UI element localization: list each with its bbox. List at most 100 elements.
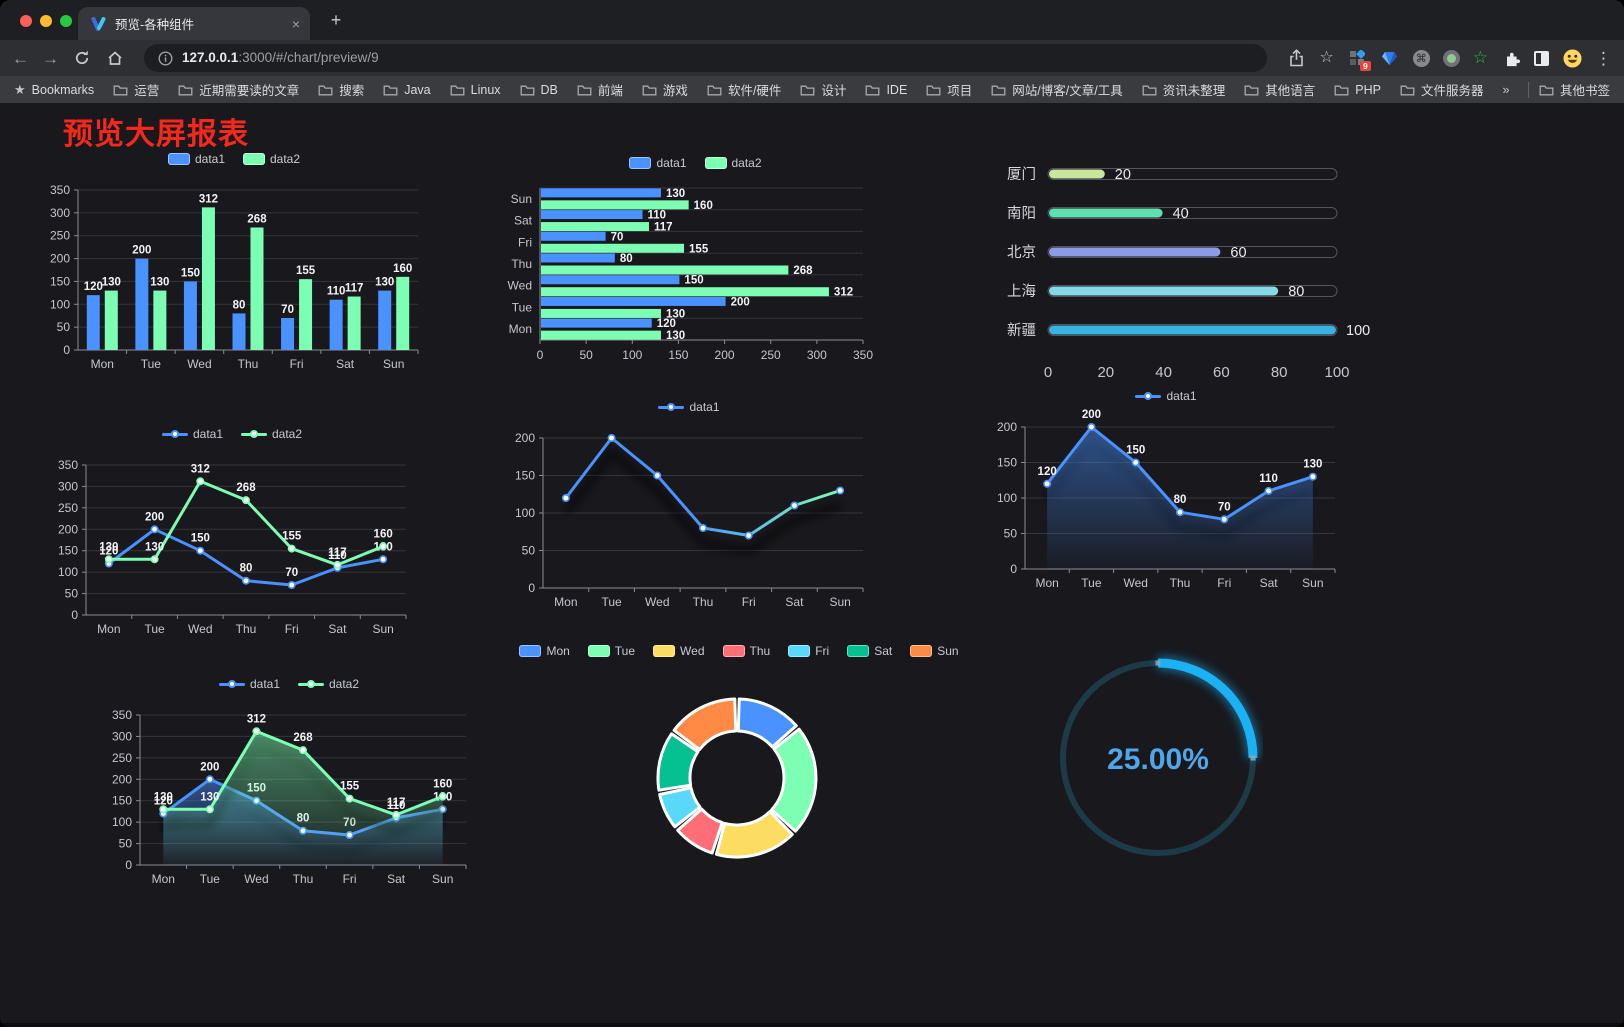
bookmark-folder-item[interactable]: 近期需要读的文章: [178, 80, 299, 99]
legend-item[interactable]: data1: [161, 427, 223, 441]
svg-text:Wed: Wed: [1123, 576, 1147, 590]
svg-text:Sun: Sun: [432, 872, 453, 886]
donut-slice-Thu: [676, 807, 724, 855]
legend-marker: [629, 157, 652, 169]
legend-item[interactable]: Mon: [519, 644, 570, 658]
tab-close-icon[interactable]: ×: [291, 15, 300, 32]
address-bar[interactable]: 127.0.0.1:3000/#/chart/preview/9: [144, 44, 1268, 72]
bar-data1-Tue: [541, 296, 726, 306]
side-panel-icon[interactable]: [1534, 50, 1549, 66]
browser-tab[interactable]: 预览-各种组件 ×: [78, 7, 310, 40]
emoji-extension-icon[interactable]: [1562, 48, 1582, 68]
series-data1: 120 200 150 80 70 110 130: [99, 511, 393, 590]
legend-item[interactable]: data1: [1135, 389, 1197, 403]
bookmark-folder-item[interactable]: DB: [520, 83, 558, 97]
bookmark-folder-item[interactable]: 项目: [926, 80, 972, 99]
reload-button[interactable]: [72, 48, 92, 68]
svg-text:80: 80: [1288, 284, 1304, 300]
legend-item[interactable]: Sat: [847, 644, 892, 658]
legend-item[interactable]: data2: [704, 156, 762, 170]
bookmark-folder-item[interactable]: Linux: [450, 83, 501, 97]
svg-text:70: 70: [285, 567, 298, 579]
bookmark-folder-item[interactable]: 网站/博客/文章/工具: [991, 80, 1123, 99]
legend-item[interactable]: Fri: [788, 644, 829, 658]
folder-icon: [383, 85, 398, 96]
bookmark-folder-item[interactable]: 前端: [577, 80, 623, 99]
svg-text:150: 150: [112, 794, 132, 808]
folder-icon: [865, 85, 880, 96]
legend-item[interactable]: data1: [218, 677, 280, 691]
bookmark-folder-item[interactable]: 文件服务器: [1400, 80, 1483, 99]
bookmark-folder-label: 设计: [821, 84, 847, 98]
svg-text:Wed: Wed: [645, 595, 669, 609]
bookmark-folder-item[interactable]: PHP: [1334, 83, 1381, 97]
folder-icon: [1244, 85, 1259, 96]
horizontal-bar-chart: data1 data2 0 50 100 150 200 250 300 350 Sun 130 160…: [498, 152, 893, 370]
legend-item[interactable]: data2: [241, 427, 302, 441]
bookmark-folder-item[interactable]: 搜索: [318, 80, 364, 99]
legend-item[interactable]: data1: [658, 400, 720, 414]
svg-text:100: 100: [1346, 323, 1370, 339]
bookmark-folder-item[interactable]: 资讯未整理: [1142, 80, 1225, 99]
bookmark-folder-label: 软件/硬件: [727, 84, 782, 98]
home-button[interactable]: [105, 48, 125, 68]
svg-text:150: 150: [515, 469, 535, 483]
svg-text:350: 350: [50, 183, 70, 197]
bookmark-folder-item[interactable]: 运营: [113, 80, 159, 99]
zoom-window-button[interactable]: [60, 15, 72, 27]
line-gradient-plot: 0 50 100 150 200 Mon Tue Wed Thu Fri Sat Sun: [515, 431, 864, 609]
other-bookmarks[interactable]: 其他书签: [1518, 80, 1610, 99]
emoji-icon-svg: [1563, 49, 1581, 67]
bookmark-folder-item[interactable]: 设计: [800, 80, 846, 99]
chart-legend: Mon Tue Wed Thu Fri Sat Sun: [519, 640, 959, 662]
svg-text:Thu: Thu: [293, 872, 314, 886]
new-tab-button[interactable]: +: [330, 10, 342, 30]
bookmark-folder-item[interactable]: Java: [383, 83, 431, 97]
bookmark-folder-item[interactable]: IDE: [865, 83, 907, 97]
svg-text:200: 200: [58, 522, 78, 536]
bookmarks-apps-item[interactable]: ★ Bookmarks: [14, 82, 94, 98]
record-extension-icon[interactable]: [1442, 49, 1460, 67]
legend-item[interactable]: Tue: [587, 644, 635, 658]
menu-kebab-icon[interactable]: ⋮: [1595, 48, 1612, 68]
legend-item[interactable]: Wed: [653, 644, 705, 658]
extension-grid-icon[interactable]: 9: [1347, 48, 1371, 71]
minimize-window-button[interactable]: [40, 15, 52, 27]
folder-icon: [642, 85, 657, 96]
legend-marker: [722, 645, 745, 657]
progress-fill-上海: [1049, 286, 1279, 296]
extensions-puzzle-icon[interactable]: [1501, 48, 1521, 68]
legend-item[interactable]: data2: [243, 152, 300, 166]
bookmarks-overflow-chevron[interactable]: »: [1502, 82, 1510, 97]
close-window-button[interactable]: [20, 15, 32, 27]
green-star-extension-icon[interactable]: ☆: [1472, 48, 1488, 67]
legend-item[interactable]: Thu: [722, 644, 770, 658]
svg-text:Sat: Sat: [336, 357, 355, 371]
gem-extension-icon[interactable]: [1380, 48, 1400, 68]
svg-text:312: 312: [247, 713, 266, 725]
legend-marker-dot: [667, 403, 676, 411]
svg-text:Fri: Fri: [742, 595, 756, 609]
bookmark-folder-item[interactable]: 其他语言: [1244, 80, 1315, 99]
legend-marker: [161, 430, 188, 438]
svg-text:Fri: Fri: [285, 622, 299, 636]
command-extension-icon[interactable]: ⌘: [1412, 49, 1430, 67]
legend-item[interactable]: Sun: [910, 644, 959, 658]
bar-data1-Wed: [541, 275, 680, 285]
bookmark-folder-item[interactable]: 游戏: [642, 80, 688, 99]
legend-item[interactable]: data2: [298, 677, 359, 691]
legend-item[interactable]: data1: [167, 152, 225, 166]
legend-item[interactable]: data1: [629, 156, 687, 170]
svg-text:Mon: Mon: [97, 622, 120, 636]
svg-text:Sat: Sat: [328, 622, 347, 636]
forward-button[interactable]: →: [42, 48, 59, 68]
share-icon[interactable]: [1286, 48, 1306, 68]
bookmark-folder-item[interactable]: 软件/硬件: [707, 80, 781, 99]
svg-text:Sat: Sat: [1260, 576, 1279, 590]
svg-text:Sat: Sat: [387, 872, 406, 886]
back-button[interactable]: ←: [12, 48, 29, 68]
window-bottom-edge: [0, 1023, 1624, 1027]
bookmark-star-icon[interactable]: ☆: [1319, 49, 1334, 66]
bar-data1-Fri: [541, 231, 606, 241]
